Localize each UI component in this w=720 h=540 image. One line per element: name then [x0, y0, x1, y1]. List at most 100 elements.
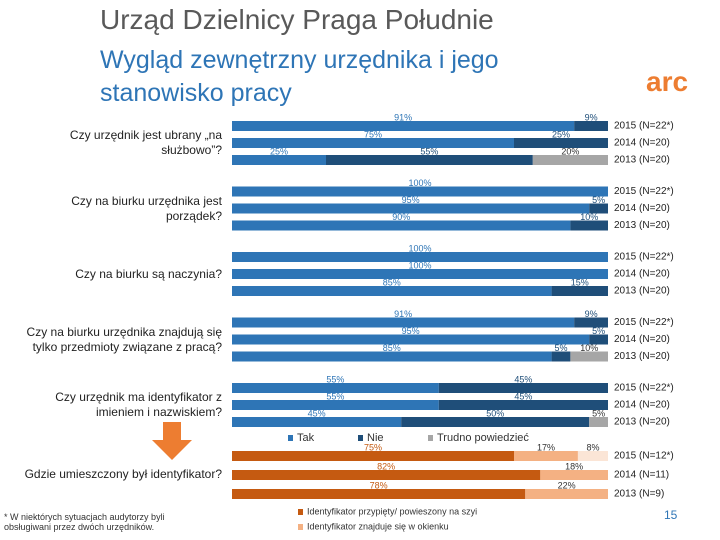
bar-segment: [514, 451, 578, 461]
value-label: 5%: [592, 195, 605, 205]
year-label: 2014 (N=20): [614, 400, 670, 411]
value-label: 5%: [592, 326, 605, 336]
year-label: 2014 (N=20): [614, 203, 670, 214]
bar-segment: [232, 286, 552, 296]
value-label: 90%: [392, 212, 410, 222]
year-label: 2015 (N=12*): [614, 451, 674, 462]
logo: arc: [646, 66, 689, 97]
value-label: 55%: [420, 146, 438, 156]
year-label: 2014 (N=20): [614, 334, 670, 345]
title: Urząd Dzielnicy Praga Południe: [100, 4, 494, 35]
bar-segment: [232, 203, 590, 214]
bar-segment: [232, 220, 571, 231]
legend-label: Tak: [297, 432, 315, 444]
bar-segment: [589, 334, 608, 345]
bar-segment: [232, 252, 608, 262]
value-label: 25%: [552, 129, 570, 139]
footnote: * W niektórych sytuacjach audytorzy byli…: [4, 512, 165, 532]
bar-segment: [438, 400, 608, 410]
subtitle: Wygląd zewnętrzny urzędnika i jego stano…: [100, 46, 499, 107]
value-label: 85%: [383, 277, 401, 287]
year-label: 2015 (N=22*): [614, 121, 674, 132]
value-label: 91%: [394, 309, 412, 319]
legend-label: Trudno powiedzieć: [437, 432, 529, 444]
value-label: 55%: [326, 374, 344, 384]
question-label: Czy urzędnik jest ubrany „na służbowo”?: [69, 128, 222, 157]
legend-swatch: [358, 435, 363, 441]
bar-segment: [532, 155, 608, 165]
year-label: 2013 (N=9): [614, 489, 664, 500]
bar-segment: [232, 317, 575, 328]
bar-segment: [232, 138, 514, 148]
value-label: 15%: [571, 277, 589, 287]
year-label: 2013 (N=20): [614, 417, 670, 428]
value-label: 91%: [394, 112, 412, 122]
question-label: Czy na biurku urzędnika jest porządek?: [71, 193, 222, 223]
bar-segment: [232, 489, 526, 499]
value-label: 45%: [514, 374, 532, 384]
value-label: 22%: [558, 480, 576, 490]
bar-segment: [438, 383, 608, 393]
bar-segment: [232, 417, 402, 427]
bar-segment: [232, 334, 590, 345]
bar-segment: [570, 220, 608, 231]
year-label: 2013 (N=20): [614, 351, 670, 362]
year-label: 2015 (N=22*): [614, 252, 674, 263]
bar-segment: [574, 121, 608, 131]
bar-segment: [551, 286, 608, 296]
value-label: 50%: [486, 408, 504, 418]
year-label: 2014 (N=11): [614, 470, 669, 481]
value-label: 10%: [580, 212, 598, 222]
question-label: Czy na biurku urzędnika znajdują się tyl…: [26, 324, 222, 354]
bar-segment: [401, 417, 590, 427]
bar-segment: [570, 351, 608, 362]
value-label: 100%: [408, 178, 431, 188]
value-label: 5%: [592, 408, 605, 418]
year-label: 2015 (N=22*): [614, 186, 674, 197]
year-label: 2013 (N=20): [614, 220, 670, 231]
legend-swatch: [298, 524, 303, 530]
value-label: 20%: [561, 146, 579, 156]
bar-segment: [326, 155, 533, 165]
bar-segment: [232, 400, 439, 410]
value-label: 55%: [326, 391, 344, 401]
question-label: Czy na biurku są naczynia?: [75, 266, 222, 281]
value-label: 17%: [537, 442, 555, 452]
value-label: 100%: [408, 243, 431, 253]
year-label: 2013 (N=20): [614, 286, 670, 297]
legend-swatch: [428, 435, 433, 441]
bar-segment: [525, 489, 608, 499]
value-label: 85%: [383, 343, 401, 353]
bar-segment: [232, 470, 541, 480]
bar-segment: [589, 417, 608, 427]
bar-segment: [589, 203, 608, 214]
bar-segment: [551, 351, 571, 362]
value-label: 9%: [585, 309, 598, 319]
question-label: Czy urzędnik ma identyfikator z imieniem…: [55, 390, 222, 419]
year-label: 2013 (N=20): [614, 155, 670, 166]
page-number: 15: [664, 508, 678, 522]
year-label: 2015 (N=22*): [614, 317, 674, 328]
bar-segment: [232, 186, 608, 197]
value-label: 75%: [364, 442, 382, 452]
value-label: 18%: [565, 461, 583, 471]
legend-label: Identyfikator znajduje się w okienku: [307, 521, 449, 531]
bar-segment: [232, 351, 552, 362]
bar-segment: [232, 383, 439, 393]
bar-segment: [232, 451, 514, 461]
bar-segment: [577, 451, 608, 461]
bar-segment: [232, 121, 575, 131]
value-label: 8%: [586, 442, 599, 452]
bar-segment: [574, 317, 608, 328]
question-label: Gdzie umieszczony był identyfikator?: [24, 466, 222, 481]
value-label: 82%: [377, 461, 395, 471]
value-label: 95%: [402, 326, 420, 336]
legend-label: Nie: [367, 432, 384, 444]
value-label: 10%: [580, 343, 598, 353]
legend-swatch: [298, 509, 303, 515]
arrow: [152, 422, 192, 460]
value-label: 78%: [370, 480, 388, 490]
value-label: 25%: [270, 146, 288, 156]
